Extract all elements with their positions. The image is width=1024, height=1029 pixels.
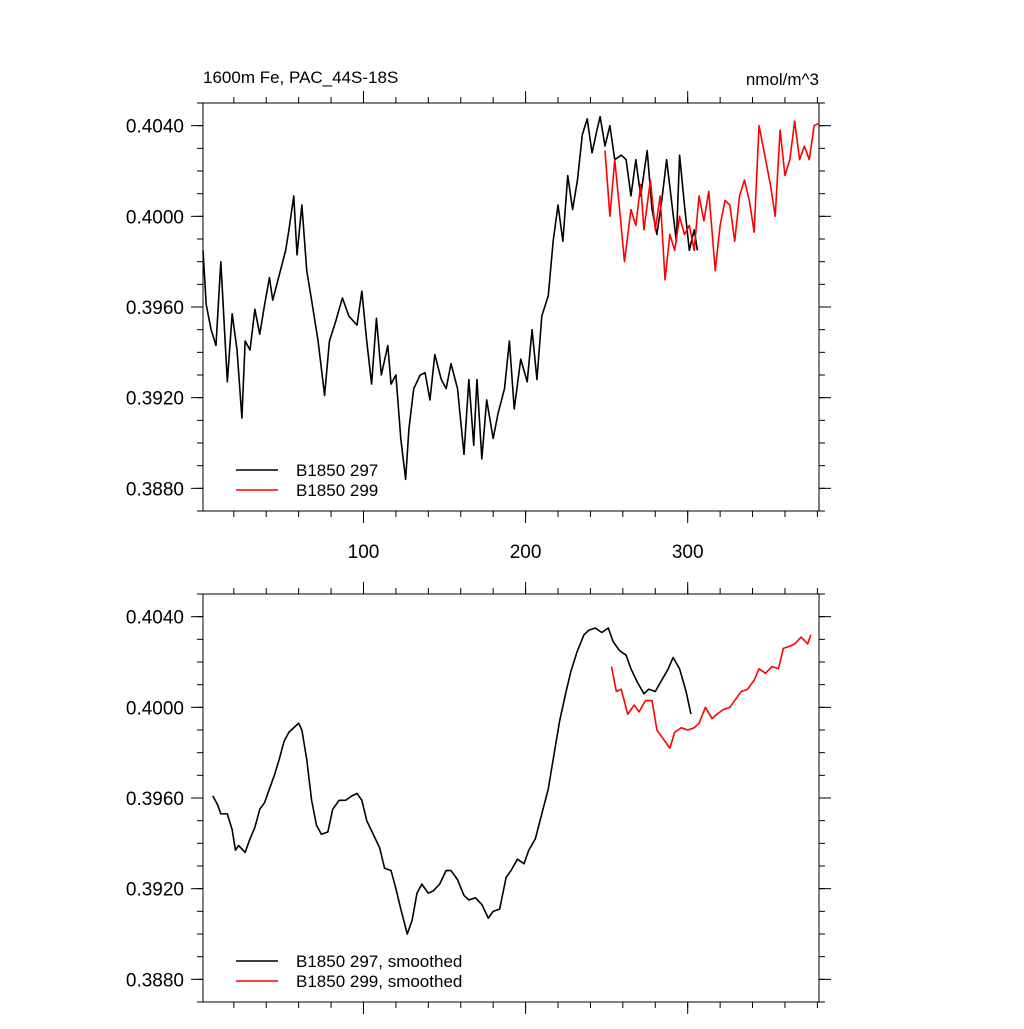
x-tick-label: 200 (510, 542, 542, 563)
legend-label: B1850 299 (296, 481, 378, 500)
legend-label: B1850 299, smoothed (296, 972, 462, 991)
y-tick-label: 0.4000 (126, 207, 184, 228)
y-tick-label: 0.3880 (126, 970, 184, 991)
plot-frame (202, 102, 820, 512)
legend-label: B1850 297 (296, 461, 378, 480)
x-tick-label: 300 (672, 542, 704, 563)
legend-label: B1850 297, smoothed (296, 952, 462, 971)
y-tick-label: 0.4040 (126, 608, 184, 629)
y-tick-label: 0.3960 (126, 789, 184, 810)
x-tick-label: 100 (348, 542, 380, 563)
y-tick-label: 0.3920 (126, 389, 184, 410)
chart-title: 1600m Fe, PAC_44S-18S (203, 68, 398, 87)
series-line (610, 634, 812, 749)
y-tick-label: 0.4040 (126, 117, 184, 138)
y-tick-label: 0.3880 (126, 479, 184, 500)
y-tick-label: 0.4000 (126, 698, 184, 719)
y-tick-label: 0.3920 (126, 880, 184, 901)
series-line (202, 115, 699, 481)
series-line (212, 627, 692, 935)
plot-frame (202, 593, 820, 1003)
units-label: nmol/m^3 (746, 70, 819, 89)
y-tick-label: 0.3960 (126, 298, 184, 319)
series-line (604, 120, 820, 281)
